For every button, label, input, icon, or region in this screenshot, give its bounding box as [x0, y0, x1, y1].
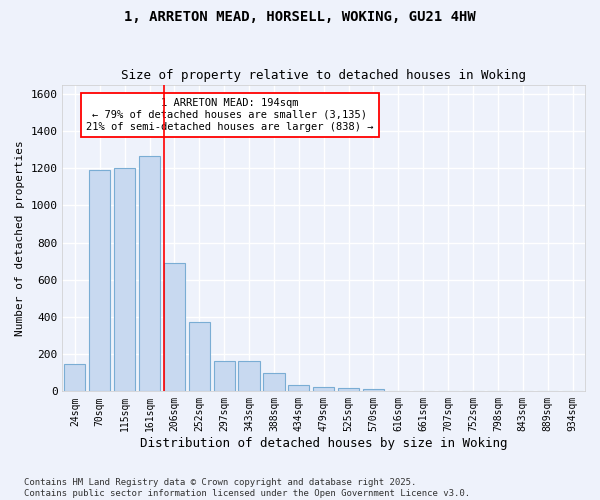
- Text: 1, ARRETON MEAD, HORSELL, WOKING, GU21 4HW: 1, ARRETON MEAD, HORSELL, WOKING, GU21 4…: [124, 10, 476, 24]
- X-axis label: Distribution of detached houses by size in Woking: Distribution of detached houses by size …: [140, 437, 508, 450]
- Bar: [338, 388, 359, 392]
- Text: 1 ARRETON MEAD: 194sqm
← 79% of detached houses are smaller (3,135)
21% of semi-: 1 ARRETON MEAD: 194sqm ← 79% of detached…: [86, 98, 373, 132]
- Bar: [313, 386, 334, 392]
- Bar: [238, 360, 260, 392]
- Bar: [189, 322, 210, 392]
- Bar: [363, 388, 384, 392]
- Bar: [114, 168, 135, 392]
- Y-axis label: Number of detached properties: Number of detached properties: [15, 140, 25, 336]
- Bar: [288, 385, 310, 392]
- Bar: [214, 360, 235, 392]
- Bar: [139, 156, 160, 392]
- Bar: [263, 374, 284, 392]
- Title: Size of property relative to detached houses in Woking: Size of property relative to detached ho…: [121, 69, 526, 82]
- Bar: [89, 170, 110, 392]
- Text: Contains HM Land Registry data © Crown copyright and database right 2025.
Contai: Contains HM Land Registry data © Crown c…: [24, 478, 470, 498]
- Bar: [64, 364, 85, 392]
- Bar: [164, 263, 185, 392]
